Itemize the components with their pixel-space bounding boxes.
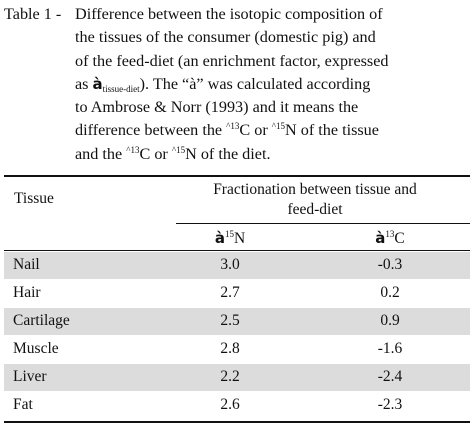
header-delta-15n: à15N [180,228,280,249]
caption-text-part: N of the diet. [185,144,271,163]
delta-symbol: à [214,229,225,247]
cell-n15: 2.5 [220,312,240,329]
cell-tissue: Nail [13,256,40,273]
table-caption: Table 1 - Difference between the isotopi… [4,3,470,166]
caption-text-part: ). The “à” was calculated according [139,74,371,93]
header-fractionation-line2: feed-diet [287,201,343,218]
caret-glyph: ^ [271,121,276,132]
header-bottom-rule [4,250,470,251]
sup-13: 13 [230,121,240,132]
cell-n15: 2.2 [220,368,240,385]
cell-n15: 3.0 [220,256,240,273]
cell-tissue: Fat [13,396,33,413]
caption-sup: ^13 [126,145,139,155]
cell-c13: -2.3 [377,396,403,413]
caption-line-1: Difference between the isotopic composit… [75,5,383,23]
table-bottom-rule [4,421,470,423]
cell-tissue: Liver [13,368,47,385]
isotope-letter: N [233,230,246,247]
sup-13: 13 [130,144,140,155]
isotope-letter: C [394,230,405,247]
caption-text-part: C or [239,121,272,140]
cell-c13: -1.6 [377,340,403,357]
caption-line-2: the tissues of the consumer (domestic pi… [75,28,376,47]
header-fractionation-line1: Fractionation between tissue and [213,181,417,198]
caption-text-part: C or [139,144,172,163]
header-group-rule [176,223,470,224]
cell-n15: 2.6 [220,396,240,413]
caption-line-6: difference between the ^13C or ^15N of t… [75,119,470,142]
caption-text-part: difference between the [75,121,227,140]
caption-line-3: of the feed-diet (an enrichment factor, … [75,51,389,70]
caption-text-part: and the [75,144,127,163]
caption-text-part: as [75,74,93,93]
sup-15: 15 [176,144,186,155]
caption-text: Difference between the isotopic composit… [75,3,470,166]
table-row: Liver 2.2 -2.4 [4,364,470,391]
sup-13: 13 [385,229,395,239]
cell-tissue: Hair [13,284,41,301]
delta-symbol: à [375,229,386,247]
caption-sup: ^13 [226,121,239,131]
cell-tissue: Cartilage [13,312,70,329]
caption-label: Table 1 - [4,5,62,23]
caption-subscript: tissue-diet [102,83,140,94]
delta-symbol: à [92,74,103,93]
table-row: Cartilage 2.5 0.9 [4,308,470,335]
caption-sup: ^15 [272,121,285,131]
caret-glyph: ^ [126,144,131,155]
caption-line-4: as àtissue-diet). The “à” was calculated… [75,73,470,96]
cell-n15: 2.7 [220,284,240,301]
caption-sup: ^15 [172,145,185,155]
caret-glyph: ^ [171,144,177,155]
table-top-rule [4,175,470,177]
header-tissue: Tissue [14,190,54,207]
table-row: Hair 2.7 0.2 [4,280,470,307]
table-row: Muscle 2.8 -1.6 [4,336,470,363]
sup-15: 15 [276,121,285,132]
cell-c13: -2.4 [377,368,403,385]
caption-line-7: and the ^13C or ^15N of the diet. [75,143,470,166]
caption-line-5: to Ambrose & Norr (1993) and it means th… [75,98,359,117]
cell-c13: -0.3 [377,256,403,273]
cell-c13: 0.9 [380,312,400,329]
cell-n15: 2.8 [220,340,240,357]
table-row: Nail 3.0 -0.3 [4,252,470,279]
table-row: Fat 2.6 -2.3 [4,392,470,419]
sup-15: 15 [224,229,234,239]
cell-c13: 0.2 [380,284,400,301]
header-delta-13c: à13C [340,228,440,249]
caption-text-part: N of the tissue [285,121,379,140]
caret-glyph: ^ [226,121,231,132]
cell-tissue: Muscle [13,340,59,357]
